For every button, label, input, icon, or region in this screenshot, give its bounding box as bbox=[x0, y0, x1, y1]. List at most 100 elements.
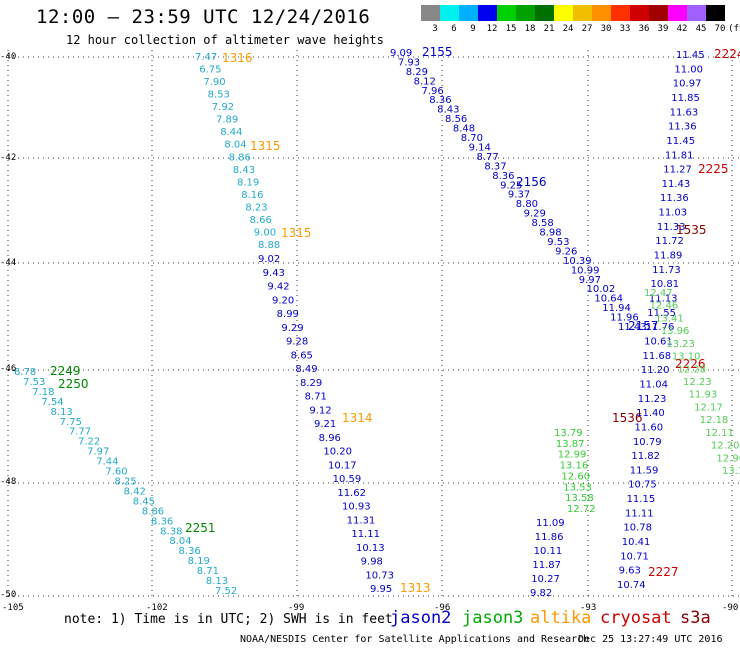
satellite-track: 7.47 6.757.90 8.537.92 7.898.44 8.048.86 8.43… bbox=[195, 51, 312, 251]
wave-height-value: 10.17 bbox=[328, 460, 357, 471]
wave-height-value: 8.45 bbox=[133, 496, 155, 507]
wave-height-value: 8.25 bbox=[115, 477, 137, 488]
color-scale-label: 45 bbox=[695, 24, 707, 34]
credit-line: NOAA/NESDIS Center for Satellite Applica… bbox=[240, 634, 590, 645]
color-swatch bbox=[630, 5, 649, 21]
wave-height-value: 9.21 bbox=[314, 419, 336, 430]
satellite-track: 9.02 9.43 9.42 9.20 8.99 9.29 9.28 8.65 8.49 8.29… bbox=[258, 254, 431, 595]
color-scale-label: 21 bbox=[543, 24, 555, 34]
pass-time-label: 2250 bbox=[58, 377, 89, 391]
color-scale-label: 24 bbox=[562, 24, 574, 34]
lon-label: -99 bbox=[288, 603, 305, 613]
wave-height-value: 7.47 bbox=[195, 52, 217, 63]
wave-height-value: 8.88 bbox=[258, 240, 280, 251]
wave-height-value: 10.02 bbox=[587, 284, 616, 295]
color-scale-label: 6 bbox=[451, 24, 457, 34]
wave-height-value: 11.00 bbox=[674, 64, 703, 75]
pass-time-label: 2249 bbox=[50, 364, 81, 378]
wave-height-value: 11.43 bbox=[618, 322, 647, 333]
lon-label: -96 bbox=[434, 603, 451, 613]
satellite-track: 11.45 11.00 10.97 11.85 11.63 11.36 11.45 11.81… bbox=[617, 47, 740, 591]
wave-height-value: 13.87 bbox=[556, 439, 585, 450]
wave-height-value: 10.59 bbox=[333, 474, 362, 485]
wave-height-value: 10.74 bbox=[617, 580, 646, 591]
wave-height-value: 8.43 bbox=[233, 165, 255, 176]
satellite-track: 6.787.537.187.548.137.757.777.227.977.44… bbox=[14, 364, 237, 597]
wave-height-value: 8.12 bbox=[414, 76, 436, 87]
wave-height-value: 11.31 bbox=[347, 515, 376, 526]
wave-height-value: 9.63 bbox=[619, 566, 641, 577]
wave-height-value: 13.96 bbox=[661, 326, 690, 337]
wave-height-value: 8.98 bbox=[539, 228, 561, 239]
wave-height-value: 8.36 bbox=[429, 95, 451, 106]
wave-height-value: 12.18 bbox=[700, 415, 729, 426]
wave-height-value: 11.89 bbox=[654, 251, 683, 262]
pass-time-label: 1536 bbox=[612, 411, 643, 425]
wave-height-value: 11.40 bbox=[636, 408, 665, 419]
wave-height-value: 11.11 bbox=[625, 508, 654, 519]
lat-label: -44 bbox=[0, 258, 17, 268]
wave-height-value: 13.23 bbox=[666, 339, 695, 350]
pass-time-label: 2157 bbox=[628, 319, 659, 333]
wave-height-value: 10.97 bbox=[673, 79, 702, 90]
wave-height-value: 7.54 bbox=[41, 397, 63, 408]
color-scale-label: 39 bbox=[657, 24, 669, 34]
wave-height-value: 13.58 bbox=[565, 493, 594, 504]
legend-jason2: jason2 bbox=[390, 608, 452, 628]
wave-height-value: 8.99 bbox=[277, 309, 299, 320]
wave-height-value: 9.53 bbox=[547, 237, 569, 248]
wave-height-value: 10.20 bbox=[323, 447, 352, 458]
wave-height-value: 9.02 bbox=[258, 254, 280, 265]
wave-height-value: 11.59 bbox=[630, 465, 659, 476]
wave-height-value: 11.82 bbox=[631, 451, 660, 462]
wave-height-value: 10.39 bbox=[563, 256, 592, 267]
color-scale-label: 70 bbox=[714, 24, 726, 34]
wave-height-value: 8.13 bbox=[206, 576, 228, 587]
wave-height-value: 8.37 bbox=[484, 161, 506, 172]
wave-height-value: 11.36 bbox=[668, 122, 697, 133]
pass-time-label: 1315 bbox=[250, 139, 281, 153]
wave-height-value: 12.17 bbox=[694, 402, 723, 413]
color-swatch bbox=[459, 5, 478, 21]
wave-height-value: 11.73 bbox=[652, 265, 681, 276]
color-scale-label: 30 bbox=[600, 24, 612, 34]
color-scale-label: 42 bbox=[676, 24, 688, 34]
color-swatch bbox=[516, 5, 535, 21]
lat-label: -42 bbox=[0, 153, 17, 163]
wave-height-value: 8.49 bbox=[295, 364, 317, 375]
generated-timestamp: Dec 25 13:27:49 UTC 2016 bbox=[578, 634, 723, 645]
lat-label: -50 bbox=[0, 590, 17, 600]
wave-height-value: 9.29 bbox=[524, 209, 546, 220]
wave-height-value: 13.10 bbox=[672, 352, 701, 363]
wave-height-value: 12.47 bbox=[644, 288, 673, 299]
wave-height-value: 13.18 bbox=[722, 466, 740, 477]
color-scale-label: 27 bbox=[581, 24, 593, 34]
wave-height-value: 8.77 bbox=[476, 152, 498, 163]
satellite-track: 11.09 11.86 10.11 11.87 10.27 9.82 bbox=[530, 518, 565, 599]
wave-height-value: 7.22 bbox=[78, 437, 100, 448]
wave-height-value: 9.97 bbox=[579, 275, 601, 286]
wave-height-value: 6.78 bbox=[14, 367, 36, 378]
wave-height-value: 8.42 bbox=[124, 486, 146, 497]
wave-height-value: 11.62 bbox=[337, 488, 366, 499]
wave-height-value: 9.25 bbox=[500, 180, 522, 191]
wave-height-value: 9.14 bbox=[469, 142, 491, 153]
wave-height-value: 7.97 bbox=[87, 447, 109, 458]
wave-height-value: 11.68 bbox=[643, 351, 672, 362]
wave-height-value: 7.75 bbox=[60, 417, 82, 428]
wave-height-value: 11.60 bbox=[635, 422, 664, 433]
color-swatch bbox=[535, 5, 554, 21]
wave-height-value: 10.93 bbox=[342, 502, 371, 513]
color-scale-label: (ft) bbox=[728, 24, 740, 34]
wave-height-value: 8.66 bbox=[250, 215, 272, 226]
wave-height-value: 8.58 bbox=[532, 218, 554, 229]
wave-height-value: 9.98 bbox=[361, 557, 383, 568]
wave-height-value: 8.19 bbox=[237, 177, 259, 188]
wave-height-value: 11.45 bbox=[676, 50, 705, 61]
lat-label: -40 bbox=[0, 52, 17, 62]
color-scale-label: 36 bbox=[638, 24, 650, 34]
wave-height-value: 7.60 bbox=[105, 467, 127, 478]
wave-height-value: 7.18 bbox=[32, 387, 54, 398]
